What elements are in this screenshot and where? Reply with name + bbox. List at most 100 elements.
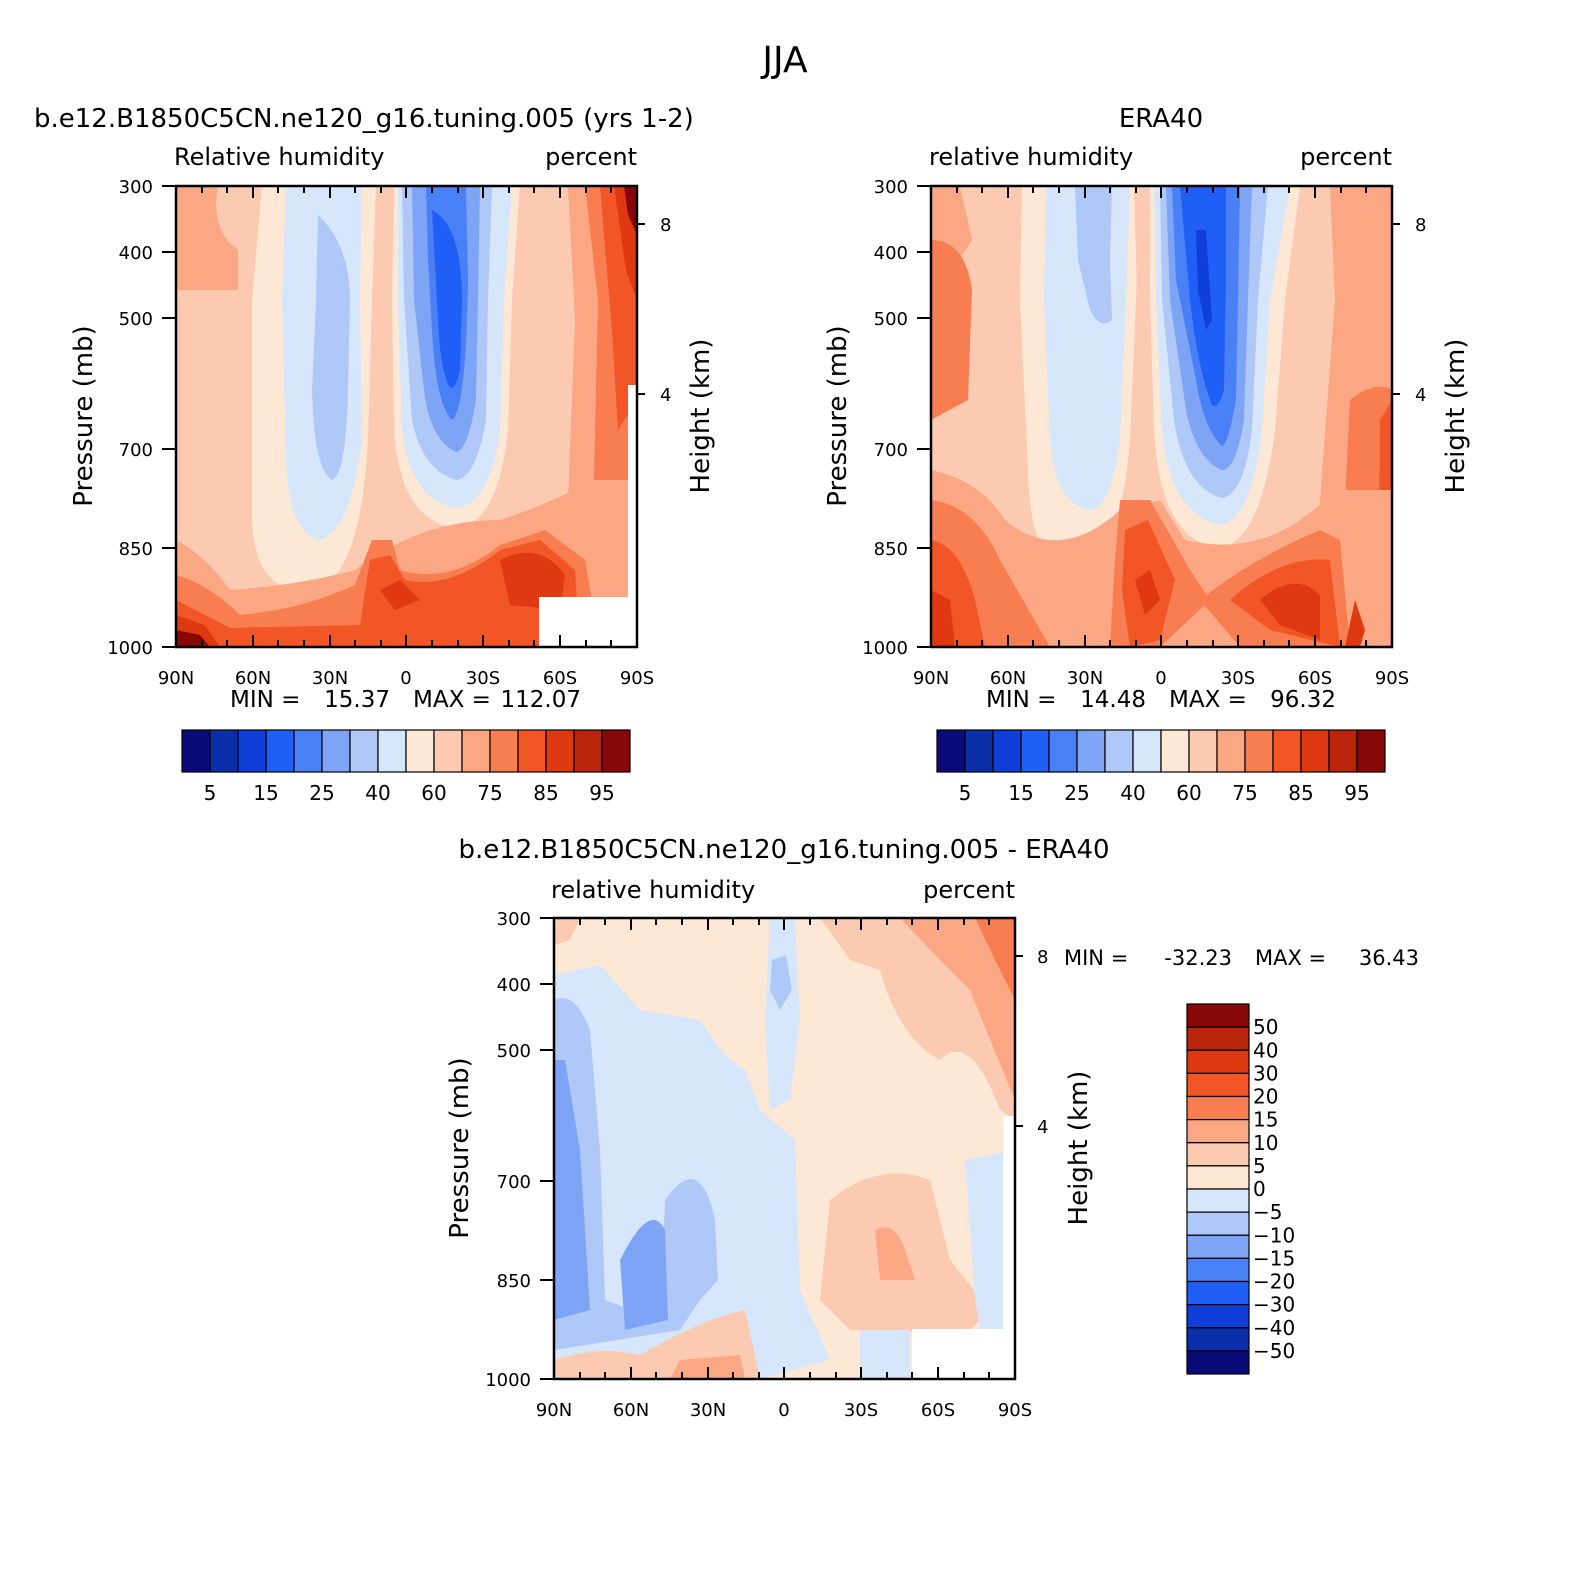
panel-diff: b.e12.B1850C5CN.ne120_g16.tuning.005 - E… [445,835,1419,1421]
colorbar-swatch [1186,1026,1250,1051]
model-fill-nh-dry-inner [312,215,350,480]
colorbar-label: −5 [1253,1200,1282,1224]
diff-missing-pole [1003,1116,1015,1379]
colorbar-swatch [1356,729,1386,773]
y-tick-label: 850 [874,539,908,560]
x-tick-label: 90S [1375,668,1409,689]
colorbar-swatch [1132,729,1162,773]
obs-fill-bl-4 [931,570,1365,647]
panel-diff-title: b.e12.B1850C5CN.ne120_g16.tuning.005 - E… [458,835,1109,865]
colorbar-label: 15 [1253,1108,1278,1132]
colorbar-label: 25 [1064,781,1089,805]
y-tick-label: 500 [874,309,908,330]
colorbar-label: 40 [1120,781,1145,805]
colorbar-label: 60 [1176,781,1201,805]
obs-fill-sh-dry-6 [1196,230,1212,330]
colorbar-label: 50 [1253,1015,1278,1039]
panel-model-y-axis: 300 400 500 700 850 1000 [107,177,176,659]
colorbar-label: 10 [1253,1131,1278,1155]
panel-diff-y2label: Height (km) [1064,1071,1094,1226]
diff-fill-neg-3 [554,1060,668,1330]
x-tick-label: 30N [312,668,348,689]
model-fill-sh-subtrop [512,186,585,490]
obs-min-value: 14.48 [1080,687,1146,713]
model-max-label: MAX = [413,687,491,713]
colorbar-swatch [461,729,491,773]
diff-max-label: MAX = [1255,946,1326,970]
y2-tick-label: 8 [1415,215,1426,236]
y-tick-marks [540,917,554,1380]
colorbar-swatch [433,729,463,773]
y2-tick-label: 4 [1037,1117,1048,1138]
colorbar-swatch [1216,729,1246,773]
colorbar-swatch [1186,1350,1250,1375]
panel-obs-right-label: percent [1300,143,1392,171]
y-tick-label: 400 [497,975,531,996]
x-tick-label: 0 [400,668,411,689]
panel-diff-field [554,918,1015,1379]
model-missing-pole [628,385,637,647]
colorbar-label: 0 [1253,1177,1266,1201]
colorbar-swatch [545,729,575,773]
y-tick-label: 700 [119,440,153,461]
y-tick-label: 500 [119,309,153,330]
colorbar-swatch [1186,1327,1250,1352]
y-tick-label: 400 [874,243,908,264]
colorbar-swatch [1186,1049,1250,1074]
colorbar-swatch [1186,1165,1250,1190]
y-tick-marks [917,185,931,648]
colorbar-swatch [209,729,239,773]
colorbar-swatch [1104,729,1134,773]
panel-obs-x-axis: 90N 60N 30N 0 30S 60S 90S [913,186,1409,689]
colorbar-swatch [377,729,407,773]
panel-model-y2-ticks [637,223,645,395]
colorbar-swatch [1186,1142,1250,1167]
y-tick-label: 1000 [485,1370,531,1391]
colorbar-label: −50 [1253,1339,1295,1363]
colorbar-label: 95 [589,781,614,805]
colorbar-swatch [405,729,435,773]
colorbar-swatch [1186,1280,1250,1306]
x-tick-marks [201,186,612,647]
diff-min-label: MIN = [1064,946,1128,970]
y2-tick-label: 8 [660,215,671,236]
obs-fill-eq-band [1134,186,1150,500]
x-tick-label: 60N [235,668,271,689]
x-tick-label: 30S [466,668,500,689]
x-tick-label: 90N [913,668,949,689]
panel-obs-y2label: Height (km) [1441,339,1471,494]
y2-tick-label: 8 [1037,947,1048,968]
colorbar-swatch [1186,1095,1250,1121]
colorbar-swatch [293,729,323,773]
y-tick-label: 1000 [862,638,908,659]
colorbar-label: −20 [1253,1270,1295,1294]
colorbar-swatch [1188,729,1218,773]
panel-diff-y-axis: 300 400 500 700 850 1000 [485,909,554,1391]
panel-obs-colorbar: 5 15 25 40 60 75 85 95 [936,729,1386,805]
colorbar-label: −40 [1253,1316,1295,1340]
diff-min-value: -32.23 [1164,946,1232,970]
model-min-label: MIN = [230,687,300,713]
diff-fill-pos-upper-3 [975,918,1015,1000]
colorbar-label: 95 [1344,781,1369,805]
colorbar-swatch [1272,729,1302,773]
colorbar-label: 25 [309,781,334,805]
colorbar-swatch [1186,1234,1250,1259]
colorbar-label: −30 [1253,1293,1295,1317]
panel-model-ylabel: Pressure (mb) [69,325,99,506]
diff-fill-pos-top-left [554,918,580,945]
model-missing-antarctic [539,597,637,647]
x-tick-label: 30N [1067,668,1103,689]
colorbar-label: 5 [204,781,217,805]
obs-fill-bl-3 [931,520,1340,647]
colorbar-swatch [1160,729,1190,773]
colorbar-label: 40 [1253,1038,1278,1062]
model-fill-eq-band [376,186,394,470]
x-tick-marks [956,186,1367,647]
colorbar-label: 30 [1253,1061,1278,1085]
x-tick-label: 60S [543,668,577,689]
diff-fill-neg-eq-2 [770,955,792,1010]
panel-obs: ERA40 relative humidity percent [823,104,1471,805]
model-fill-nh-upper-moist [176,186,238,290]
colorbar-swatch [489,729,519,773]
